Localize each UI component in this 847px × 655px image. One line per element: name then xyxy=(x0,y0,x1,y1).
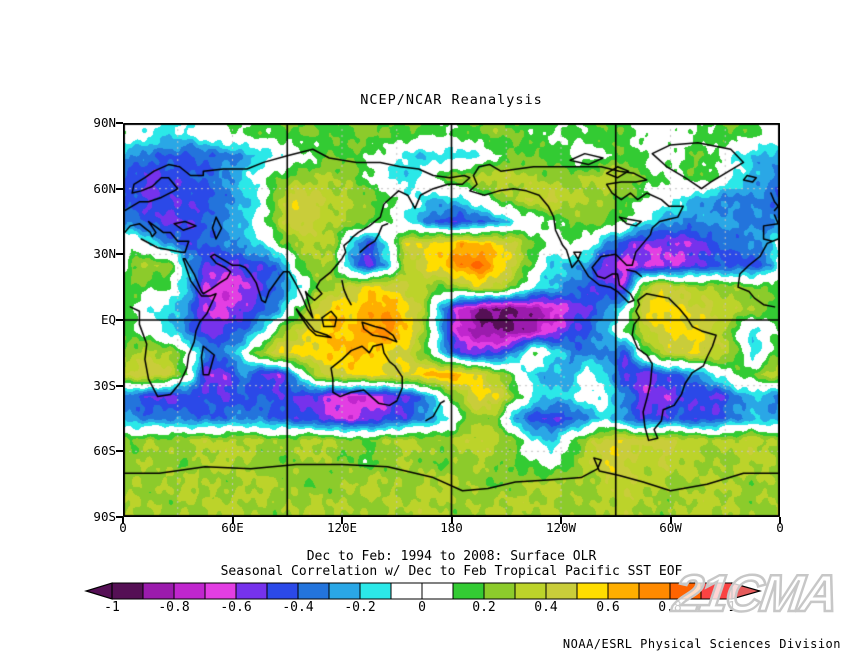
x-axis-tick xyxy=(341,517,343,524)
colorbar-bin xyxy=(235,582,268,600)
y-axis-label: 60N xyxy=(93,180,116,196)
x-axis-label: 120E xyxy=(326,520,358,535)
x-axis-label: 60E xyxy=(221,520,244,535)
colorbar-bin xyxy=(483,582,516,600)
colorbar-bin xyxy=(514,582,547,600)
colorbar-bin xyxy=(638,582,671,600)
colorbar-label: -0.2 xyxy=(344,600,376,615)
colorbar-left-arrow xyxy=(84,582,113,600)
x-axis-tick xyxy=(231,517,234,524)
colorbar-bin xyxy=(359,582,392,600)
x-axis-label: 0 xyxy=(776,520,784,535)
map-plot-area xyxy=(116,122,781,524)
y-axis-tick xyxy=(116,187,123,190)
colorbar-bin xyxy=(390,582,423,600)
x-axis-tick xyxy=(122,517,124,524)
colorbar-bin xyxy=(173,582,206,600)
y-axis-tick xyxy=(116,516,123,518)
x-axis-label: 0 xyxy=(119,520,127,535)
y-axis-tick xyxy=(116,384,123,387)
y-axis-label: EQ xyxy=(100,312,116,327)
x-axis-tick xyxy=(779,517,781,524)
y-axis-label: 60S xyxy=(93,443,116,459)
colorbar-bin xyxy=(421,582,454,600)
watermark-21cma: 21CMA xyxy=(669,564,841,625)
x-axis-tick xyxy=(669,517,672,524)
colorbar-label: -0.4 xyxy=(282,600,314,615)
x-axis-label: 180 xyxy=(440,520,463,535)
colorbar-bin xyxy=(607,582,640,600)
x-axis-label: 120W xyxy=(545,520,577,535)
colorbar-bin xyxy=(142,582,175,600)
colorbar-right-arrow xyxy=(731,582,762,600)
colorbar-bin xyxy=(204,582,237,600)
caption-line2: Seasonal Correlation w/ Dec to Feb Tropi… xyxy=(220,564,683,579)
y-axis-tick xyxy=(116,319,123,321)
caption-line1: Dec to Feb: 1994 to 2008: Surface OLR xyxy=(306,549,597,564)
colorbar-label: 0.4 xyxy=(534,600,558,615)
y-axis-tick xyxy=(116,122,123,124)
y-axis-tick xyxy=(116,450,123,453)
x-axis-tick xyxy=(560,517,562,524)
x-axis-label: 60W xyxy=(659,520,682,535)
colorbar-label: 1 xyxy=(728,600,736,615)
colorbar-label: -1 xyxy=(104,600,120,615)
colorbar-label: 0.6 xyxy=(596,600,620,615)
y-axis-label: 90N xyxy=(93,115,116,130)
colorbar-label: 0 xyxy=(418,600,426,615)
colorbar-bin xyxy=(452,582,485,600)
y-axis-label: 30S xyxy=(93,377,116,393)
y-axis-label: 30N xyxy=(93,246,116,262)
colorbar-bin xyxy=(545,582,578,600)
credit-text: NOAA/ESRL Physical Sciences Division xyxy=(562,637,841,651)
colorbar-bin xyxy=(297,582,330,600)
colorbar-bin xyxy=(328,582,361,600)
colorbar-bin xyxy=(266,582,299,600)
x-axis-tick xyxy=(450,517,453,524)
colorbar-label: 0.2 xyxy=(472,600,496,615)
colorbar-bin xyxy=(576,582,609,600)
y-axis-label: 90S xyxy=(93,509,116,524)
colorbar xyxy=(84,582,762,600)
y-axis-tick xyxy=(116,253,123,256)
colorbar-bin xyxy=(111,582,144,600)
colorbar-label: 0.8 xyxy=(658,600,682,615)
colorbar-label: -0.8 xyxy=(158,600,190,615)
plot-title: NCEP/NCAR Reanalysis xyxy=(360,92,543,108)
correlation-map-canvas xyxy=(123,123,780,517)
colorbar-label: -0.6 xyxy=(220,600,252,615)
